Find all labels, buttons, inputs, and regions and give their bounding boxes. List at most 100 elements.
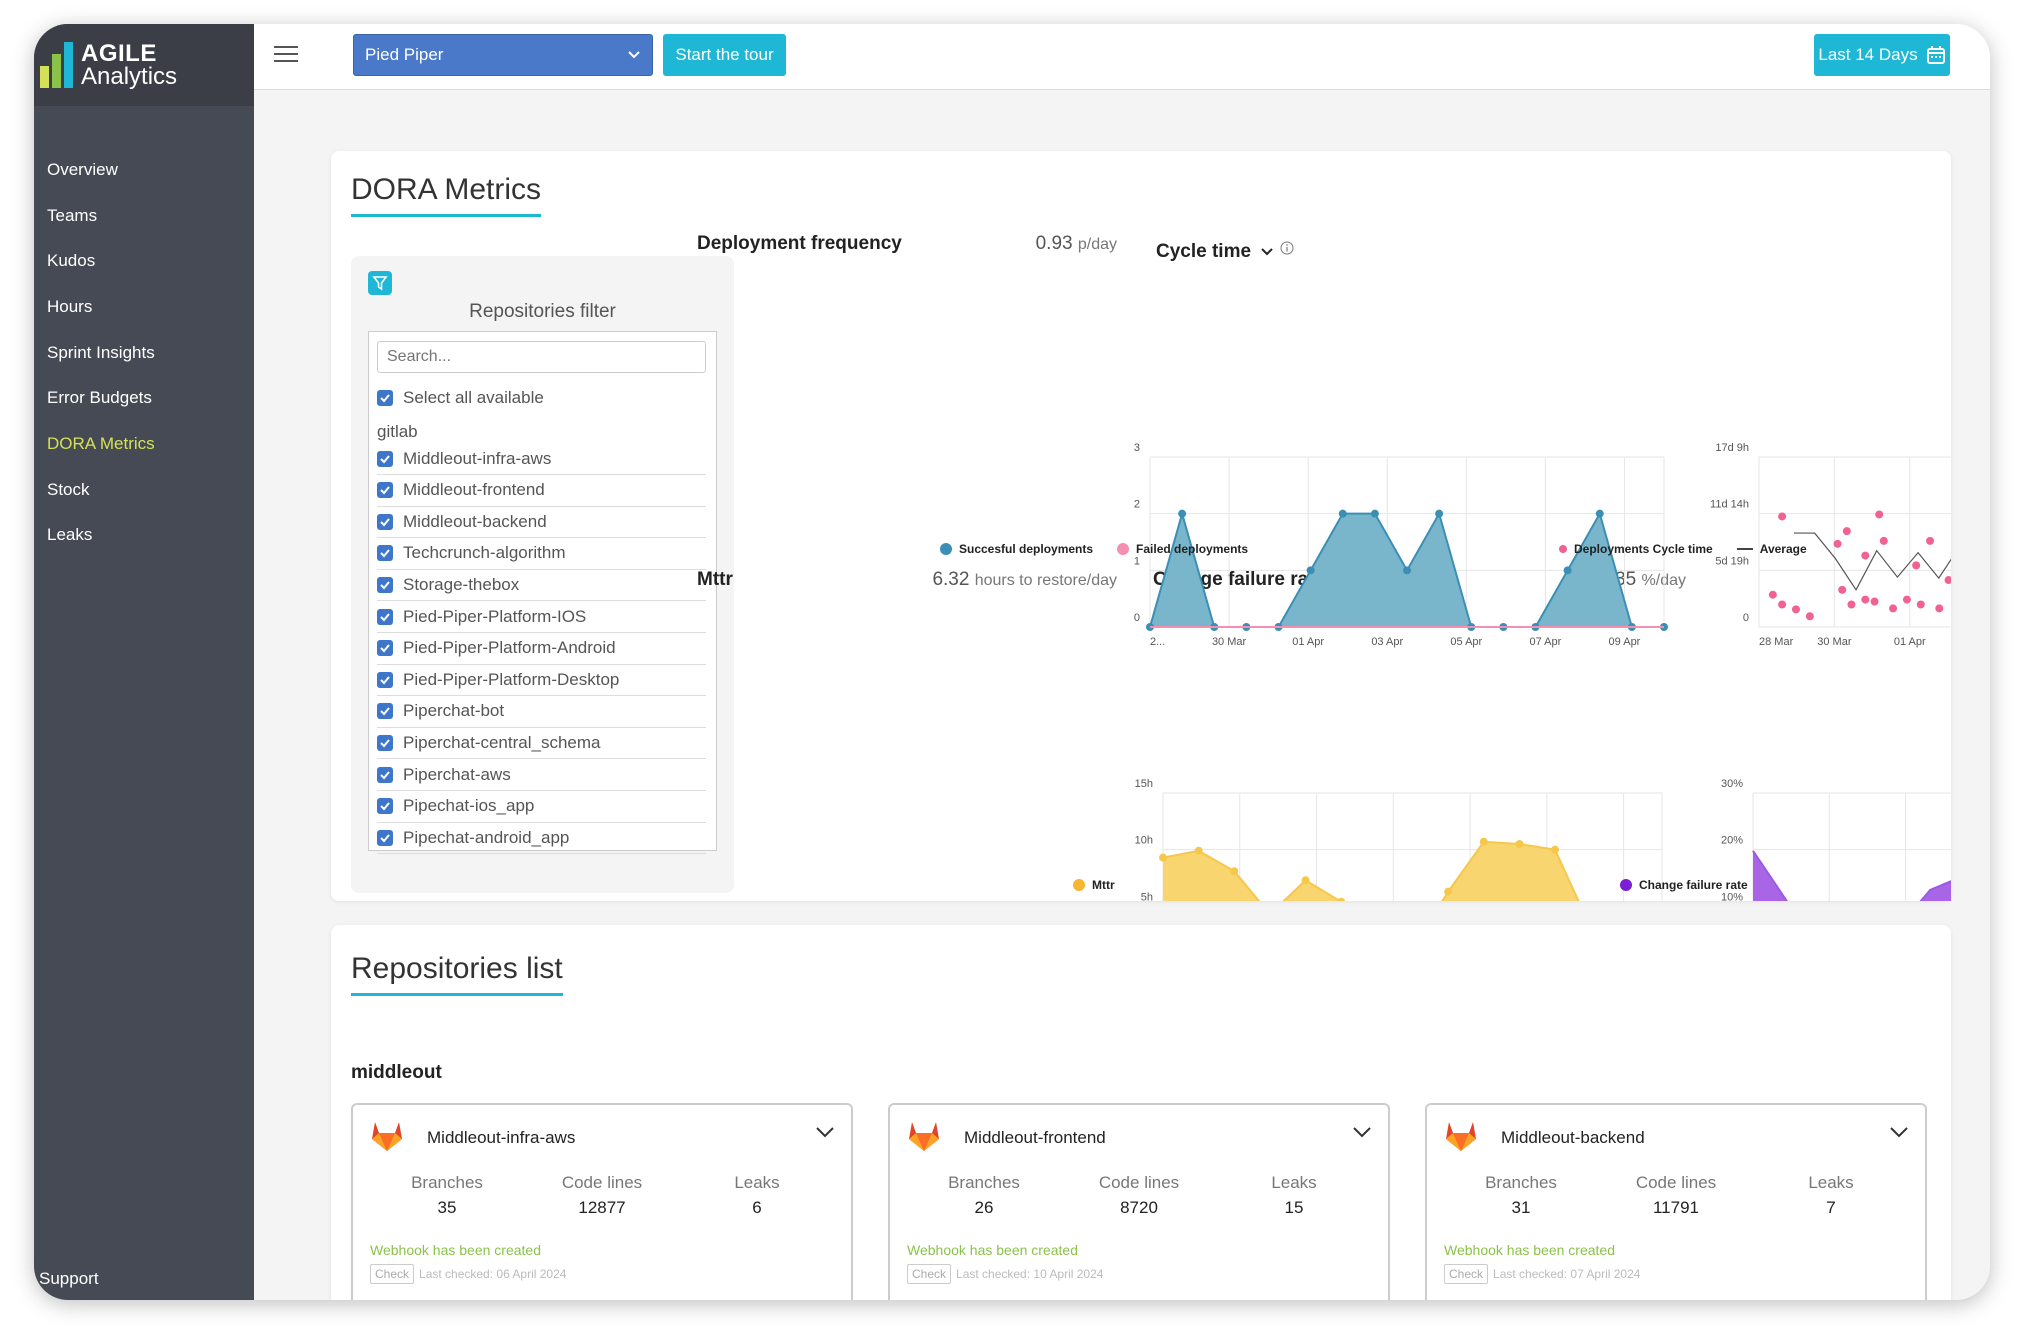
repo-card[interactable]: Middleout-frontend Branches 26 Code lines 87…	[888, 1103, 1390, 1300]
change-failure-rate-legend: Change failure rate	[1620, 878, 1748, 892]
repo-checkbox-label: Pied-Piper-Platform-Android	[403, 638, 616, 658]
repo-checkbox[interactable]: Middleout-frontend	[377, 475, 706, 507]
y-tick-label: 1	[1134, 555, 1140, 567]
hamburger-menu-icon[interactable]	[274, 46, 298, 64]
checkbox-checked-icon	[377, 798, 393, 815]
chart-title: Deployment frequency	[697, 233, 902, 254]
repo-checkbox-label: Piperchat-central_schema	[403, 732, 601, 752]
repo-card[interactable]: Middleout-infra-aws Branches 35 Code lines 1…	[351, 1103, 853, 1300]
leaks-value: 7	[1826, 1198, 1836, 1217]
cycle-time-point	[1916, 600, 1925, 609]
mttr-point	[1479, 837, 1488, 846]
support-link[interactable]: Support	[39, 1269, 99, 1288]
stat-label: Branches	[1485, 1173, 1557, 1192]
sidebar-item-sprint-insights[interactable]: Sprint Insights	[47, 342, 155, 362]
mttr-area	[1163, 841, 1579, 901]
sidebar-item-dora-metrics[interactable]: DORA Metrics	[47, 433, 155, 453]
y-tick-label: 5h	[1141, 891, 1153, 901]
successful-deployments-point	[1370, 509, 1379, 518]
repo-checkbox[interactable]: Pipechat-android_app	[377, 822, 706, 855]
repo-checkbox-label: Techcrunch-algorithm	[403, 543, 566, 563]
cycle-time-point	[1861, 551, 1870, 560]
repo-card[interactable]: Middleout-backend Branches 31 Code lines 117…	[1425, 1103, 1927, 1300]
mttr-legend: Mttr	[1073, 878, 1115, 892]
repo-checkbox[interactable]: Storage-thebox	[377, 569, 706, 602]
sidebar-item-kudos[interactable]: Kudos	[47, 251, 96, 271]
repo-checkbox-label: Pied-Piper-Platform-IOS	[403, 606, 587, 626]
cycle-time-point	[1833, 539, 1842, 548]
repo-checkbox[interactable]: Pipechat-ios_app	[377, 791, 706, 823]
gitlab-icon	[1446, 1122, 1476, 1151]
legend-item[interactable]: Change failure rate	[1620, 878, 1748, 892]
cycle-time-point	[1889, 604, 1898, 613]
gitlab-icon	[372, 1122, 402, 1151]
repository-search-input[interactable]	[377, 341, 706, 373]
check-button[interactable]: Check	[1444, 1264, 1489, 1284]
stat-label: Leaks	[1808, 1173, 1854, 1192]
stat-label: Code lines	[1635, 1173, 1717, 1192]
leaks-value: 15	[1284, 1198, 1304, 1217]
chart-title: Cycle time	[1156, 241, 1294, 263]
code-lines-value: 8720	[1120, 1198, 1158, 1217]
chevron-down-icon[interactable]	[1352, 1125, 1372, 1139]
topbar: Pied Piper Start the tour Last 14 Days	[254, 24, 1990, 90]
repo-checkbox[interactable]: Middleout-infra-aws	[377, 443, 706, 475]
info-icon[interactable]	[1280, 241, 1294, 255]
cycle-time-point	[1805, 612, 1814, 621]
repo-checkbox[interactable]: Pied-Piper-Platform-Desktop	[377, 664, 706, 697]
date-range-button[interactable]: Last 14 Days	[1814, 34, 1950, 76]
y-tick-label: 17d 9h	[1715, 442, 1749, 454]
cycle-time-chart: Cycle time	[1156, 233, 1576, 453]
legend-item[interactable]: Deployments Cycle time	[1559, 542, 1713, 556]
sidebar-item-leaks[interactable]: Leaks	[47, 525, 93, 545]
chevron-down-icon[interactable]	[1889, 1125, 1909, 1139]
checkbox-checked-icon	[377, 450, 393, 467]
legend-item[interactable]: Mttr	[1073, 878, 1115, 892]
legend-dot-icon	[940, 543, 952, 555]
chevron-down-icon[interactable]	[815, 1125, 835, 1139]
sidebar-item-stock[interactable]: Stock	[47, 479, 90, 499]
mttr-point	[1159, 853, 1167, 862]
legend-item[interactable]: Failed deployments	[1117, 542, 1248, 556]
legend-item[interactable]: Succesful deployments	[940, 542, 1093, 556]
repo-checkbox[interactable]: Piperchat-bot	[377, 696, 706, 728]
start-tour-button[interactable]: Start the tour	[663, 34, 786, 76]
repo-checkbox-label: Middleout-infra-aws	[403, 448, 552, 468]
sidebar-item-overview[interactable]: Overview	[47, 159, 118, 179]
repo-name: Middleout-infra-aws	[427, 1128, 576, 1147]
deployment-frequency-chart: Deployment frequency 0.93 p/day	[697, 233, 1117, 453]
chevron-down-icon[interactable]	[1260, 247, 1274, 257]
cycle-time-point	[1926, 536, 1935, 545]
cycle-time-point	[1842, 527, 1851, 536]
sidebar-item-hours[interactable]: Hours	[47, 296, 93, 316]
repo-checkbox[interactable]: Pied-Piper-Platform-Android	[377, 633, 706, 665]
change-failure-rate-area	[1753, 850, 1951, 901]
repo-checkbox-label: Middleout-backend	[403, 511, 547, 531]
mttr-chart: Mttr 6.32 hours to restore/day	[697, 569, 1117, 789]
cycle-time-point	[1879, 536, 1888, 545]
x-tick-label: 01 Apr	[1894, 636, 1926, 648]
legend-item[interactable]: Average	[1736, 542, 1807, 556]
x-tick-label: 28 Mar	[1759, 636, 1794, 648]
repo-checkbox[interactable]: Techcrunch-algorithm	[377, 538, 706, 570]
select-all-checkbox[interactable]: Select all available	[377, 382, 706, 414]
check-button[interactable]: Check	[370, 1264, 415, 1284]
webhook-status: Webhook has been created	[370, 1242, 541, 1258]
sidebar-item-teams[interactable]: Teams	[47, 205, 98, 225]
y-tick-label: 15h	[1135, 778, 1153, 790]
sidebar-item-error-budgets[interactable]: Error Budgets	[47, 388, 152, 408]
organization-select[interactable]: Pied Piper	[353, 34, 653, 76]
chart-summary-value: 0.93 p/day	[1035, 233, 1117, 254]
filter-title: Repositories filter	[469, 301, 616, 322]
filter-icon[interactable]	[368, 271, 392, 295]
logo[interactable]: AGILE Analytics	[34, 24, 254, 106]
repo-checkbox[interactable]: Middleout-backend	[377, 506, 706, 539]
repo-checkbox[interactable]: Piperchat-aws	[377, 759, 706, 791]
change-failure-rate-line	[1752, 850, 1951, 901]
dora-metrics-card: DORA Metrics Repositories filter Select …	[331, 151, 1951, 901]
repo-checkbox-label: Pipechat-android_app	[403, 827, 570, 847]
repo-checkbox[interactable]: Piperchat-central_schema	[377, 727, 706, 760]
repo-checkbox[interactable]: Pied-Piper-Platform-IOS	[377, 601, 706, 633]
y-tick-label: 0	[1134, 612, 1140, 624]
check-button[interactable]: Check	[907, 1264, 952, 1284]
